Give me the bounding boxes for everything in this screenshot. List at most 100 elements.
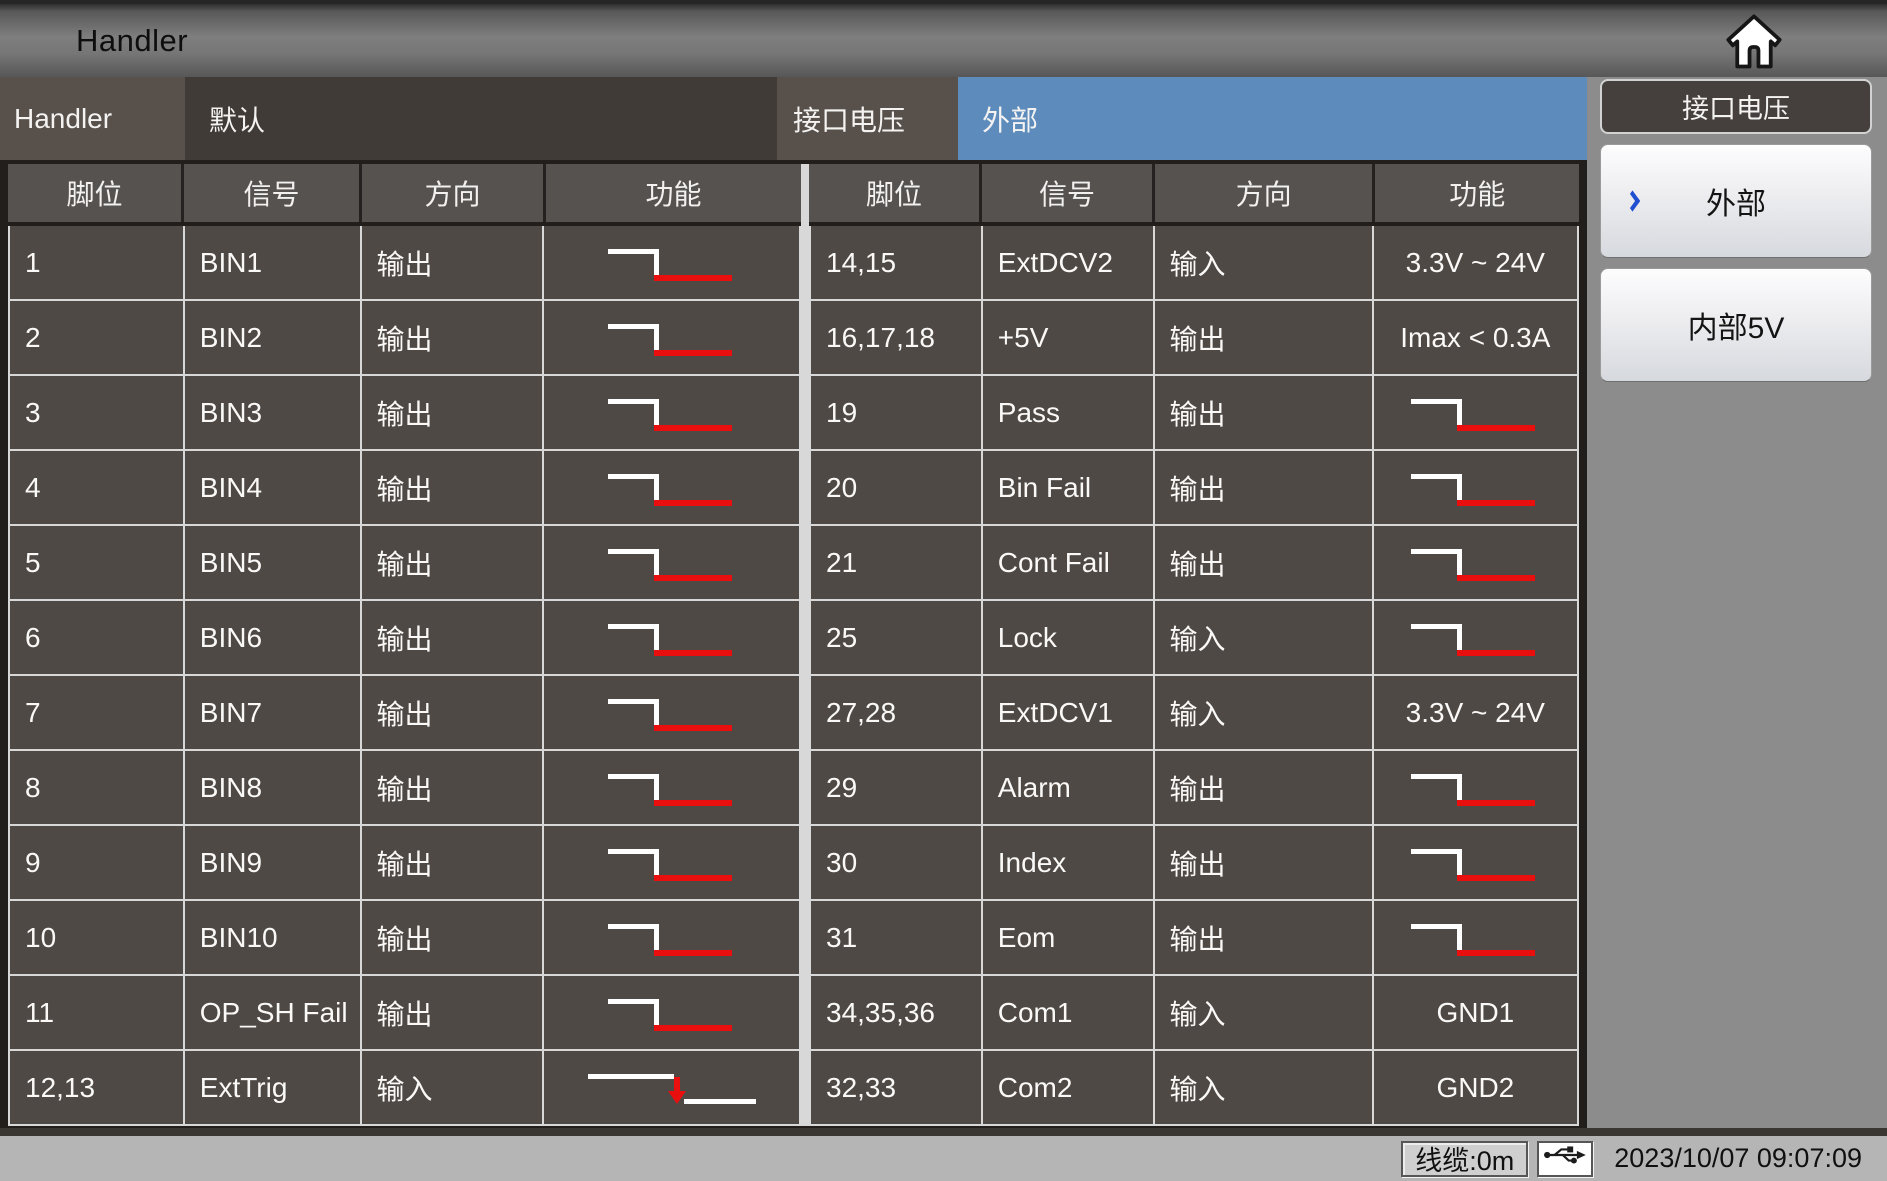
function-cell: GND2	[1373, 1051, 1577, 1124]
pin-cell: 3	[10, 376, 183, 449]
column-header: 脚位	[8, 164, 181, 222]
signal-cell: BIN2	[184, 301, 360, 374]
function-cell	[1373, 451, 1577, 524]
function-cell	[544, 901, 799, 974]
signal-cell: BIN1	[184, 226, 360, 299]
function-cell	[544, 1051, 799, 1124]
signal-cell: Lock	[982, 601, 1153, 674]
datetime-text: 2023/10/07 09:07:09	[1614, 1143, 1862, 1173]
active-low-pulse-icon	[607, 394, 736, 432]
sidebar-button-label: 内部5V	[1687, 312, 1785, 345]
usb-icon	[1542, 1143, 1588, 1174]
function-cell	[1373, 526, 1577, 599]
tab-handler[interactable]: Handler	[0, 77, 185, 160]
sidebar-button-internal-5v[interactable]: 内部5V	[1600, 268, 1872, 382]
signal-cell: BIN3	[184, 376, 360, 449]
active-low-pulse-icon	[1411, 394, 1539, 432]
pin-cell: 7	[10, 676, 183, 749]
column-header: 信号	[981, 164, 1152, 222]
preset-value[interactable]: 默认	[185, 77, 777, 160]
pin-cell: 21	[811, 526, 981, 599]
direction-cell: 输出	[361, 826, 543, 899]
signal-cell: ExtTrig	[184, 1051, 360, 1124]
active-low-pulse-icon	[607, 694, 736, 732]
signal-cell: BIN10	[184, 901, 360, 974]
signal-cell: Eom	[982, 901, 1153, 974]
pin-cell: 19	[811, 376, 981, 449]
function-cell	[544, 826, 799, 899]
signal-cell: ExtDCV1	[982, 676, 1153, 749]
active-low-pulse-icon	[1411, 844, 1539, 882]
signal-cell: Cont Fail	[982, 526, 1153, 599]
function-cell: Imax < 0.3A	[1373, 301, 1577, 374]
direction-cell: 输出	[1154, 901, 1372, 974]
title-bar: Handler	[0, 0, 1887, 77]
pin-cell: 10	[10, 901, 183, 974]
pin-cell: 11	[10, 976, 183, 1049]
home-icon	[1725, 14, 1783, 75]
signal-cell: Com2	[982, 1051, 1153, 1124]
active-low-pulse-icon	[1411, 919, 1539, 957]
pin-cell: 6	[10, 601, 183, 674]
active-low-pulse-icon	[607, 469, 736, 507]
direction-cell: 输出	[1154, 526, 1372, 599]
direction-cell: 输出	[361, 301, 543, 374]
function-cell: 3.3V ~ 24V	[1373, 676, 1577, 749]
function-cell	[1373, 826, 1577, 899]
signal-cell: Index	[982, 826, 1153, 899]
direction-cell: 输出	[361, 376, 543, 449]
direction-cell: 输出	[361, 451, 543, 524]
function-cell: 3.3V ~ 24V	[1373, 226, 1577, 299]
function-cell	[544, 526, 799, 599]
port-voltage-value-tab[interactable]: 外部	[958, 77, 1587, 160]
direction-cell: 输入	[361, 1051, 543, 1124]
direction-cell: 输出	[1154, 451, 1372, 524]
column-header: 功能	[545, 164, 801, 222]
table-divider	[801, 164, 809, 1126]
active-low-pulse-icon	[607, 844, 736, 882]
falling-edge-trigger-icon	[586, 1067, 758, 1109]
page-title: Handler	[76, 22, 189, 58]
direction-cell: 输出	[1154, 376, 1372, 449]
signal-cell: Bin Fail	[982, 451, 1153, 524]
pin-tables: 脚位 信号 方向 功能 1 BIN1 输出 2 BIN2 输出 3 BIN3 输出 4 BIN4 输出 5 BI…	[8, 164, 1587, 1126]
function-cell	[1373, 901, 1577, 974]
function-cell	[544, 226, 799, 299]
signal-cell: BIN8	[184, 751, 360, 824]
direction-cell: 输出	[361, 976, 543, 1049]
function-cell	[1373, 376, 1577, 449]
pin-cell: 8	[10, 751, 183, 824]
column-header: 脚位	[809, 164, 979, 222]
direction-cell: 输出	[1154, 301, 1372, 374]
direction-cell: 输入	[1154, 1051, 1372, 1124]
pin-cell: 29	[811, 751, 981, 824]
direction-cell: 输出	[1154, 826, 1372, 899]
pin-cell: 30	[811, 826, 981, 899]
sidebar-button-label: 外部	[1706, 188, 1766, 221]
pin-cell: 9	[10, 826, 183, 899]
table-header-row: 脚位 信号 方向 功能	[8, 164, 801, 222]
signal-cell: BIN5	[184, 526, 360, 599]
direction-cell: 输入	[1154, 676, 1372, 749]
direction-cell: 输入	[1154, 976, 1372, 1049]
table-header-row: 脚位 信号 方向 功能	[809, 164, 1579, 222]
sidebar-button-external[interactable]: 外部	[1600, 144, 1872, 258]
active-low-pulse-icon	[1411, 544, 1539, 582]
sidebar: 接口电压 外部 内部5V	[1587, 77, 1887, 1128]
pin-cell: 16,17,18	[811, 301, 981, 374]
status-bar: 线缆:0m 2023/10/07 09:07:09	[0, 1136, 1887, 1181]
direction-cell: 输出	[1154, 751, 1372, 824]
function-cell	[544, 601, 799, 674]
direction-cell: 输入	[1154, 226, 1372, 299]
direction-cell: 输入	[1154, 601, 1372, 674]
active-low-pulse-icon	[607, 244, 736, 282]
direction-cell: 输出	[361, 526, 543, 599]
pin-table-right: 脚位 信号 方向 功能 14,15 ExtDCV2 输入 3.3V ~ 24V 16,17,1…	[809, 164, 1579, 1126]
direction-cell: 输出	[361, 751, 543, 824]
active-low-pulse-icon	[607, 619, 736, 657]
active-low-pulse-icon	[607, 544, 736, 582]
signal-cell: OP_SH Fail	[184, 976, 360, 1049]
function-cell	[1373, 751, 1577, 824]
home-button[interactable]	[1725, 12, 1783, 72]
